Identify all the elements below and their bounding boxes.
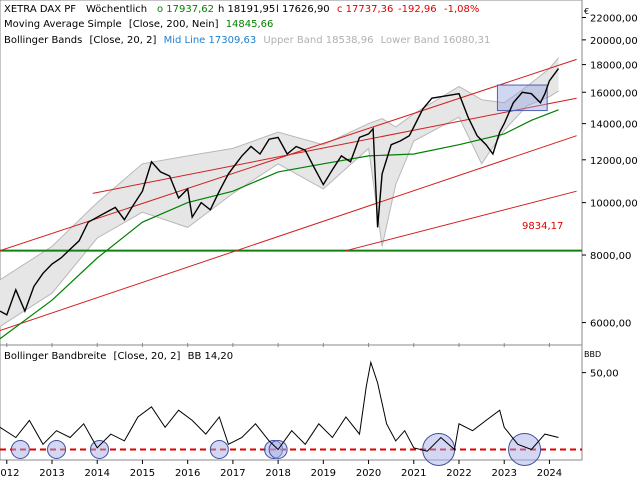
ohlc-close: c 17737,36 (337, 4, 393, 15)
legend-line2: Moving Average Simple [Close, 200, Nein]… (4, 19, 273, 30)
main-plot-area (0, 57, 582, 340)
bandwidth-legend: Bollinger Bandbreite [Close, 20, 2] BB 1… (4, 351, 233, 362)
bandwidth-params: [Close, 20, 2] (114, 351, 181, 362)
lower-panel (0, 344, 583, 461)
sma-value: 14845,66 (226, 19, 274, 30)
consolidation-zone (496, 84, 548, 112)
instrument-label: XETRA DAX PF (4, 4, 76, 15)
y-tick-label-6: 18000,00 (590, 61, 638, 72)
bb-upper: Upper Band 18538,96 (263, 35, 373, 46)
x-tick-label-2: 2014 (84, 468, 109, 479)
y-tick-label-0: 6000,00 (590, 319, 631, 330)
y-tick-label-7: 20000,00 (590, 36, 638, 47)
x-tick-label-3: 2015 (130, 468, 155, 479)
channel-line-1 (92, 97, 577, 194)
squeeze-circle-3 (209, 439, 229, 459)
bb-legend: Bollinger Bands [Close, 20, 2] Mid Line … (4, 35, 490, 46)
main-panel (0, 0, 583, 346)
x-tick-label-4: 2016 (175, 468, 200, 479)
y-tick-label-5: 16000,00 (590, 88, 638, 99)
x-tick-label-7: 2019 (311, 468, 336, 479)
x-tick-label-12: 2024 (537, 468, 562, 479)
squeeze-circle-2 (89, 439, 109, 459)
ohlc-change: -192,96 (398, 4, 437, 15)
squeeze-circle-7 (508, 432, 542, 466)
y-tick-label-8: 22000,00 (590, 13, 638, 24)
x-tick-label-1: 2013 (39, 468, 64, 479)
squeeze-circle-0 (10, 439, 30, 459)
annotation-value: 9834,17 (522, 221, 563, 232)
ohlc-high: h 18191,95 (218, 4, 275, 15)
bollinger-band-fill (0, 57, 559, 327)
y-tick-label-4: 14000,00 (590, 120, 638, 131)
legend-line1: XETRA DAX PF Wöchentlich o 17937,62 h 18… (4, 4, 479, 15)
x-tick-label-8: 2020 (356, 468, 381, 479)
sma-legend: Moving Average Simple [Close, 200, Nein]… (4, 19, 273, 30)
bandwidth-line (0, 360, 559, 452)
bandwidth-plot-area (0, 360, 582, 466)
sma-label: Moving Average Simple (4, 19, 122, 30)
bandwidth-label: Bollinger Bandbreite (4, 351, 106, 362)
legend-line3: Bollinger Bands [Close, 20, 2] Mid Line … (4, 35, 490, 46)
price-line (0, 68, 560, 316)
y-tick-label-1: 8000,00 (590, 251, 631, 262)
upper-band-line (0, 57, 559, 281)
y-tick-label-2: 10000,00 (590, 199, 638, 210)
x-tick-label-0: 2012 (0, 468, 20, 479)
channel-line-2 (0, 135, 577, 331)
sma-line (0, 109, 559, 340)
squeeze-circle-1 (47, 439, 67, 459)
sma-params: [Close, 200, Nein] (129, 19, 219, 30)
x-tick-label-10: 2022 (446, 468, 471, 479)
x-tick-label-5: 2017 (220, 468, 245, 479)
squeeze-circle-6 (422, 432, 456, 466)
ohlc-open: o 17937,62 (157, 4, 214, 15)
y-tick-label-3: 12000,00 (590, 156, 638, 167)
axes: 6000,00 8000,00 10000,00 12000,00 14000,00 16… (0, 13, 638, 479)
bandwidth-axis-label: BBD (584, 350, 601, 359)
x-tick-label-6: 2018 (265, 468, 290, 479)
channel-line-3 (345, 190, 577, 252)
bandwidth-value: BB 14,20 (188, 351, 234, 362)
bandwidth-tick-label: 50,00 (590, 369, 619, 380)
ohlc-percent: -1,08% (444, 4, 479, 15)
ohlc-low: l 17626,90 (276, 4, 330, 15)
bb-lower: Lower Band 16080,31 (381, 35, 491, 46)
x-tick-label-11: 2023 (491, 468, 516, 479)
bb-mid: Mid Line 17309,63 (164, 35, 257, 46)
bb-label: Bollinger Bands (4, 35, 82, 46)
bb-params: [Close, 20, 2] (90, 35, 157, 46)
currency-symbol: € (584, 7, 589, 16)
x-tick-label-9: 2021 (401, 468, 426, 479)
period-label: Wöchentlich (86, 4, 147, 15)
lower-band-line (0, 90, 559, 327)
